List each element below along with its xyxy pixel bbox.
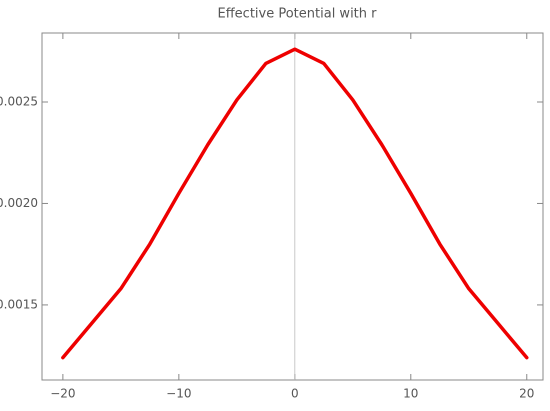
- y-tick-label: 0.0025: [0, 94, 38, 108]
- x-tick-label: −20: [50, 387, 75, 401]
- line-series: [61, 47, 529, 360]
- x-tick-label: 20: [519, 387, 534, 401]
- x-tick-label: −10: [166, 387, 191, 401]
- y-tick-label: 0.0015: [0, 297, 38, 311]
- chart-title: Effective Potential with r: [218, 7, 378, 22]
- y-tick-label: 0.0020: [0, 196, 38, 210]
- x-tick-label: 0: [291, 387, 299, 401]
- frame: [41, 32, 544, 381]
- x-tick-label: 10: [403, 387, 418, 401]
